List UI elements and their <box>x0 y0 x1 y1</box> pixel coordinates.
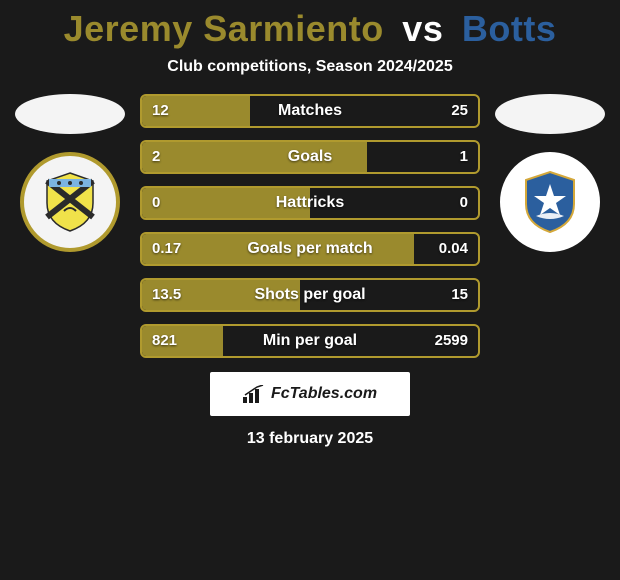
stat-value-right: 15 <box>451 280 468 310</box>
club-crest-right-icon <box>514 166 586 238</box>
stat-label: Goals <box>142 142 478 172</box>
branding-text: FcTables.com <box>271 385 377 403</box>
vs-text: vs <box>402 8 443 49</box>
date: 13 february 2025 <box>0 430 620 448</box>
right-side <box>490 94 610 252</box>
player1-name: Jeremy Sarmiento <box>64 8 384 49</box>
stat-label: Matches <box>142 96 478 126</box>
stat-value-right: 25 <box>451 96 468 126</box>
stats-rows: 12Matches25 2Goals1 0Hattricks0 0.17Goals p… <box>140 94 480 358</box>
player2-club-badge <box>500 152 600 252</box>
stat-row: 821Min per goal2599 <box>140 324 480 358</box>
stat-row: 12Matches25 <box>140 94 480 128</box>
stat-value-right: 0 <box>460 188 468 218</box>
stat-row: 0.17Goals per match0.04 <box>140 232 480 266</box>
stat-row: 0Hattricks0 <box>140 186 480 220</box>
subtitle: Club competitions, Season 2024/2025 <box>0 58 620 76</box>
stat-label: Hattricks <box>142 188 478 218</box>
club-crest-left-icon <box>35 167 105 237</box>
stat-row: 2Goals1 <box>140 140 480 174</box>
branding-box: FcTables.com <box>210 372 410 416</box>
stat-value-right: 0.04 <box>439 234 468 264</box>
comparison-layout: 12Matches25 2Goals1 0Hattricks0 0.17Goals p… <box>0 94 620 358</box>
player1-photo <box>15 94 125 134</box>
stat-row: 13.5Shots per goal15 <box>140 278 480 312</box>
stat-value-right: 2599 <box>435 326 468 356</box>
stat-label: Min per goal <box>142 326 478 356</box>
player2-photo <box>495 94 605 134</box>
branding-icon <box>243 385 265 403</box>
player2-name: Botts <box>462 8 557 49</box>
stat-label: Shots per goal <box>142 280 478 310</box>
page-title: Jeremy Sarmiento vs Botts <box>0 0 620 50</box>
left-side <box>10 94 130 252</box>
stat-value-right: 1 <box>460 142 468 172</box>
player1-club-badge <box>20 152 120 252</box>
stat-label: Goals per match <box>142 234 478 264</box>
